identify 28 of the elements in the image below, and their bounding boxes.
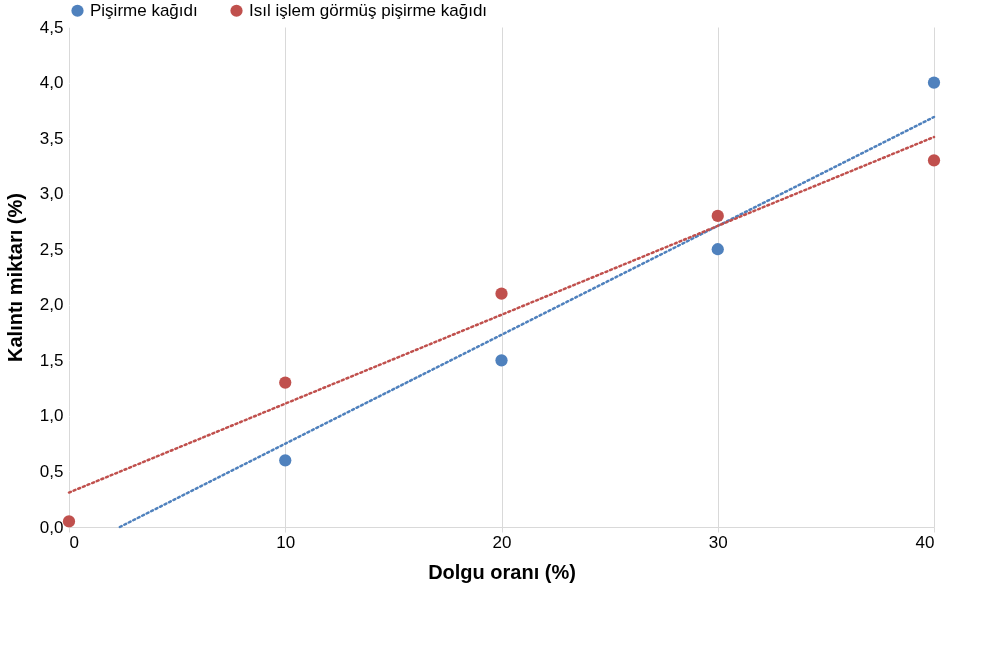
y-tick-label: 2,0 [39,295,64,315]
y-axis-title: Kalıntı miktarı (%) [3,193,26,362]
point [495,354,508,367]
point [279,376,292,389]
y-tick-label: 1,0 [39,406,64,426]
y-tick-label: 1,5 [39,350,64,370]
x-axis-title: Dolgu oranı (%) [428,560,576,583]
x-tick-label: 20 [492,532,512,552]
y-tick-label: 0,0 [39,517,64,537]
x-tick-label: 0 [69,532,79,552]
y-tick-label: 0,5 [39,461,64,481]
y-tick-label: 2,5 [39,239,64,259]
legend-label: Pişirme kağıdı [90,0,198,20]
x-tick-label: 30 [708,532,728,552]
point [495,287,508,300]
x-tick-label: 40 [915,532,935,552]
y-tick-label: 3,5 [39,128,64,148]
point [927,76,941,89]
y-tick-label: 3,0 [39,184,64,204]
y-tick-label: 4,0 [39,73,64,93]
point [711,209,724,222]
point [279,454,292,467]
point [62,515,76,528]
y-tick-label: 4,5 [39,17,64,37]
point [711,243,724,256]
legend-label: Isıl işlem görmüş pişirme kağıdı [249,0,488,20]
point [927,154,941,167]
x-tick-label: 10 [276,532,296,552]
